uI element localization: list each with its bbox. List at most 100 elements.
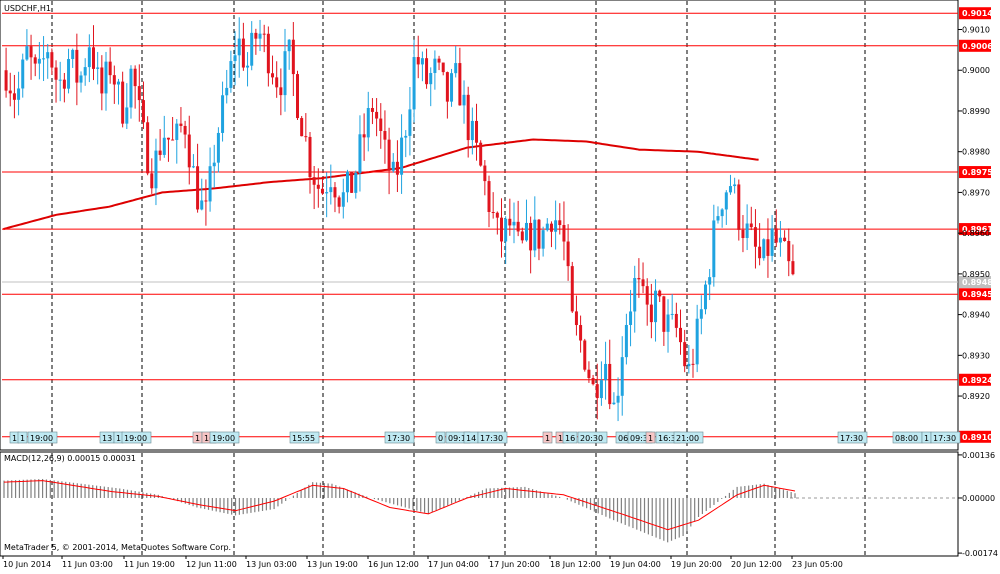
candle-body <box>583 340 587 370</box>
candle-body <box>46 52 50 59</box>
candle-body <box>508 218 512 226</box>
event-marker-box[interactable] <box>121 431 152 444</box>
candle-body <box>574 311 578 326</box>
x-tick-label: 12 Jun 11:00 <box>186 560 237 569</box>
candle-body <box>387 139 391 171</box>
candle-body <box>345 171 349 193</box>
candle-body <box>200 200 204 210</box>
x-tick-label: 17 Jun 04:00 <box>428 560 479 569</box>
candle-body <box>308 136 312 178</box>
candle-body <box>703 284 707 310</box>
candle-body <box>479 142 483 166</box>
candle-body <box>624 324 628 358</box>
event-marker-box[interactable] <box>384 431 415 444</box>
event-marker-label: 21:00 <box>676 434 699 443</box>
macd-y-tick-label: -0.00174 <box>962 549 998 558</box>
event-marker-box[interactable] <box>577 431 608 444</box>
candle-body <box>420 58 424 65</box>
candle-body <box>17 88 21 100</box>
candle-body <box>333 187 337 198</box>
event-marker-box[interactable] <box>209 431 240 444</box>
event-marker-label: 17:30 <box>480 434 503 443</box>
candle-body <box>470 120 474 141</box>
candle-body <box>358 134 362 173</box>
candle-body <box>104 61 108 94</box>
event-marker-box[interactable] <box>542 431 553 444</box>
candle-body <box>562 225 566 242</box>
event-marker-box[interactable] <box>27 431 58 444</box>
event-marker-label: 1 <box>558 434 563 443</box>
candle-body <box>341 192 345 207</box>
candle-body <box>683 342 687 367</box>
event-marker-label: 20:30 <box>580 434 603 443</box>
candle-body <box>791 261 795 275</box>
event-marker-box[interactable] <box>930 431 961 444</box>
candle-body <box>67 59 71 89</box>
candle-body <box>491 212 495 214</box>
candle-body <box>12 93 16 100</box>
candle-body <box>662 296 666 332</box>
candle-body <box>670 313 674 315</box>
event-marker-box[interactable] <box>17 431 28 444</box>
event-marker-label: 16:3 <box>658 434 676 443</box>
candle-body <box>250 32 254 66</box>
candle-body <box>304 136 308 138</box>
candle-body <box>391 161 395 171</box>
candle-body <box>329 187 333 193</box>
level-price-label: 0.8945 <box>962 290 993 299</box>
x-tick-label: 19 Jun 20:00 <box>671 560 722 569</box>
event-marker-box[interactable] <box>837 431 868 444</box>
candle-body <box>166 137 170 140</box>
candle-body <box>412 57 416 110</box>
candle-body <box>196 166 200 210</box>
event-marker-box[interactable] <box>477 431 508 444</box>
candle-body <box>524 222 528 241</box>
level-price-tag <box>959 373 991 386</box>
candle-body <box>416 57 420 65</box>
event-marker-label: 06 <box>618 434 628 443</box>
y-tick-label: 0.8960 <box>962 229 990 238</box>
candle-body <box>187 134 191 168</box>
candle-body <box>262 33 266 35</box>
candle-body <box>395 161 399 175</box>
candle-body <box>716 216 720 221</box>
event-marker-label: 19:00 <box>30 434 53 443</box>
candle-body <box>658 290 662 297</box>
event-marker-label: 09:1 <box>448 434 466 443</box>
level-price-tag <box>959 39 991 52</box>
event-marker-box[interactable] <box>673 431 704 444</box>
event-marker-box[interactable] <box>645 431 656 444</box>
y-tick-label: 0.9000 <box>962 66 990 75</box>
level-price-label: 0.8961 <box>962 225 993 234</box>
event-marker-label: 16 <box>565 434 575 443</box>
candle-body <box>171 139 175 141</box>
candle-body <box>258 33 262 39</box>
candle-body <box>204 200 208 202</box>
candle-body <box>487 181 491 213</box>
candle-body <box>441 62 445 73</box>
candle-body <box>666 314 670 332</box>
candle-body <box>100 67 104 94</box>
y-tick-label: 0.8940 <box>962 311 990 320</box>
candle-body <box>370 108 374 112</box>
candle-body <box>758 246 762 259</box>
level-lines-layer: 0.9014 0.9006 0.8975 0.8961 0.8945 0.8924 0.89… <box>2 7 993 443</box>
candle-body <box>241 38 245 68</box>
x-tick-label: 11 Jun 19:00 <box>124 560 175 569</box>
event-marker-box[interactable] <box>289 431 320 444</box>
macd-title: MACD(12,26,9) 0.00015 0.00031 <box>4 454 136 463</box>
candle-body <box>537 219 541 249</box>
y-tick-label: 0.8990 <box>962 107 990 116</box>
level-price-label: 0.9006 <box>962 42 993 51</box>
candle-body <box>612 402 616 405</box>
event-marker-label: 14 <box>466 434 476 443</box>
candle-body <box>712 220 716 278</box>
candle-body <box>425 58 429 85</box>
event-marker-box[interactable] <box>435 431 446 444</box>
candle-body <box>645 286 649 305</box>
candle-body <box>504 218 508 242</box>
event-marker-box[interactable] <box>562 431 578 444</box>
candle-body <box>225 87 229 96</box>
candle-body <box>533 219 537 251</box>
